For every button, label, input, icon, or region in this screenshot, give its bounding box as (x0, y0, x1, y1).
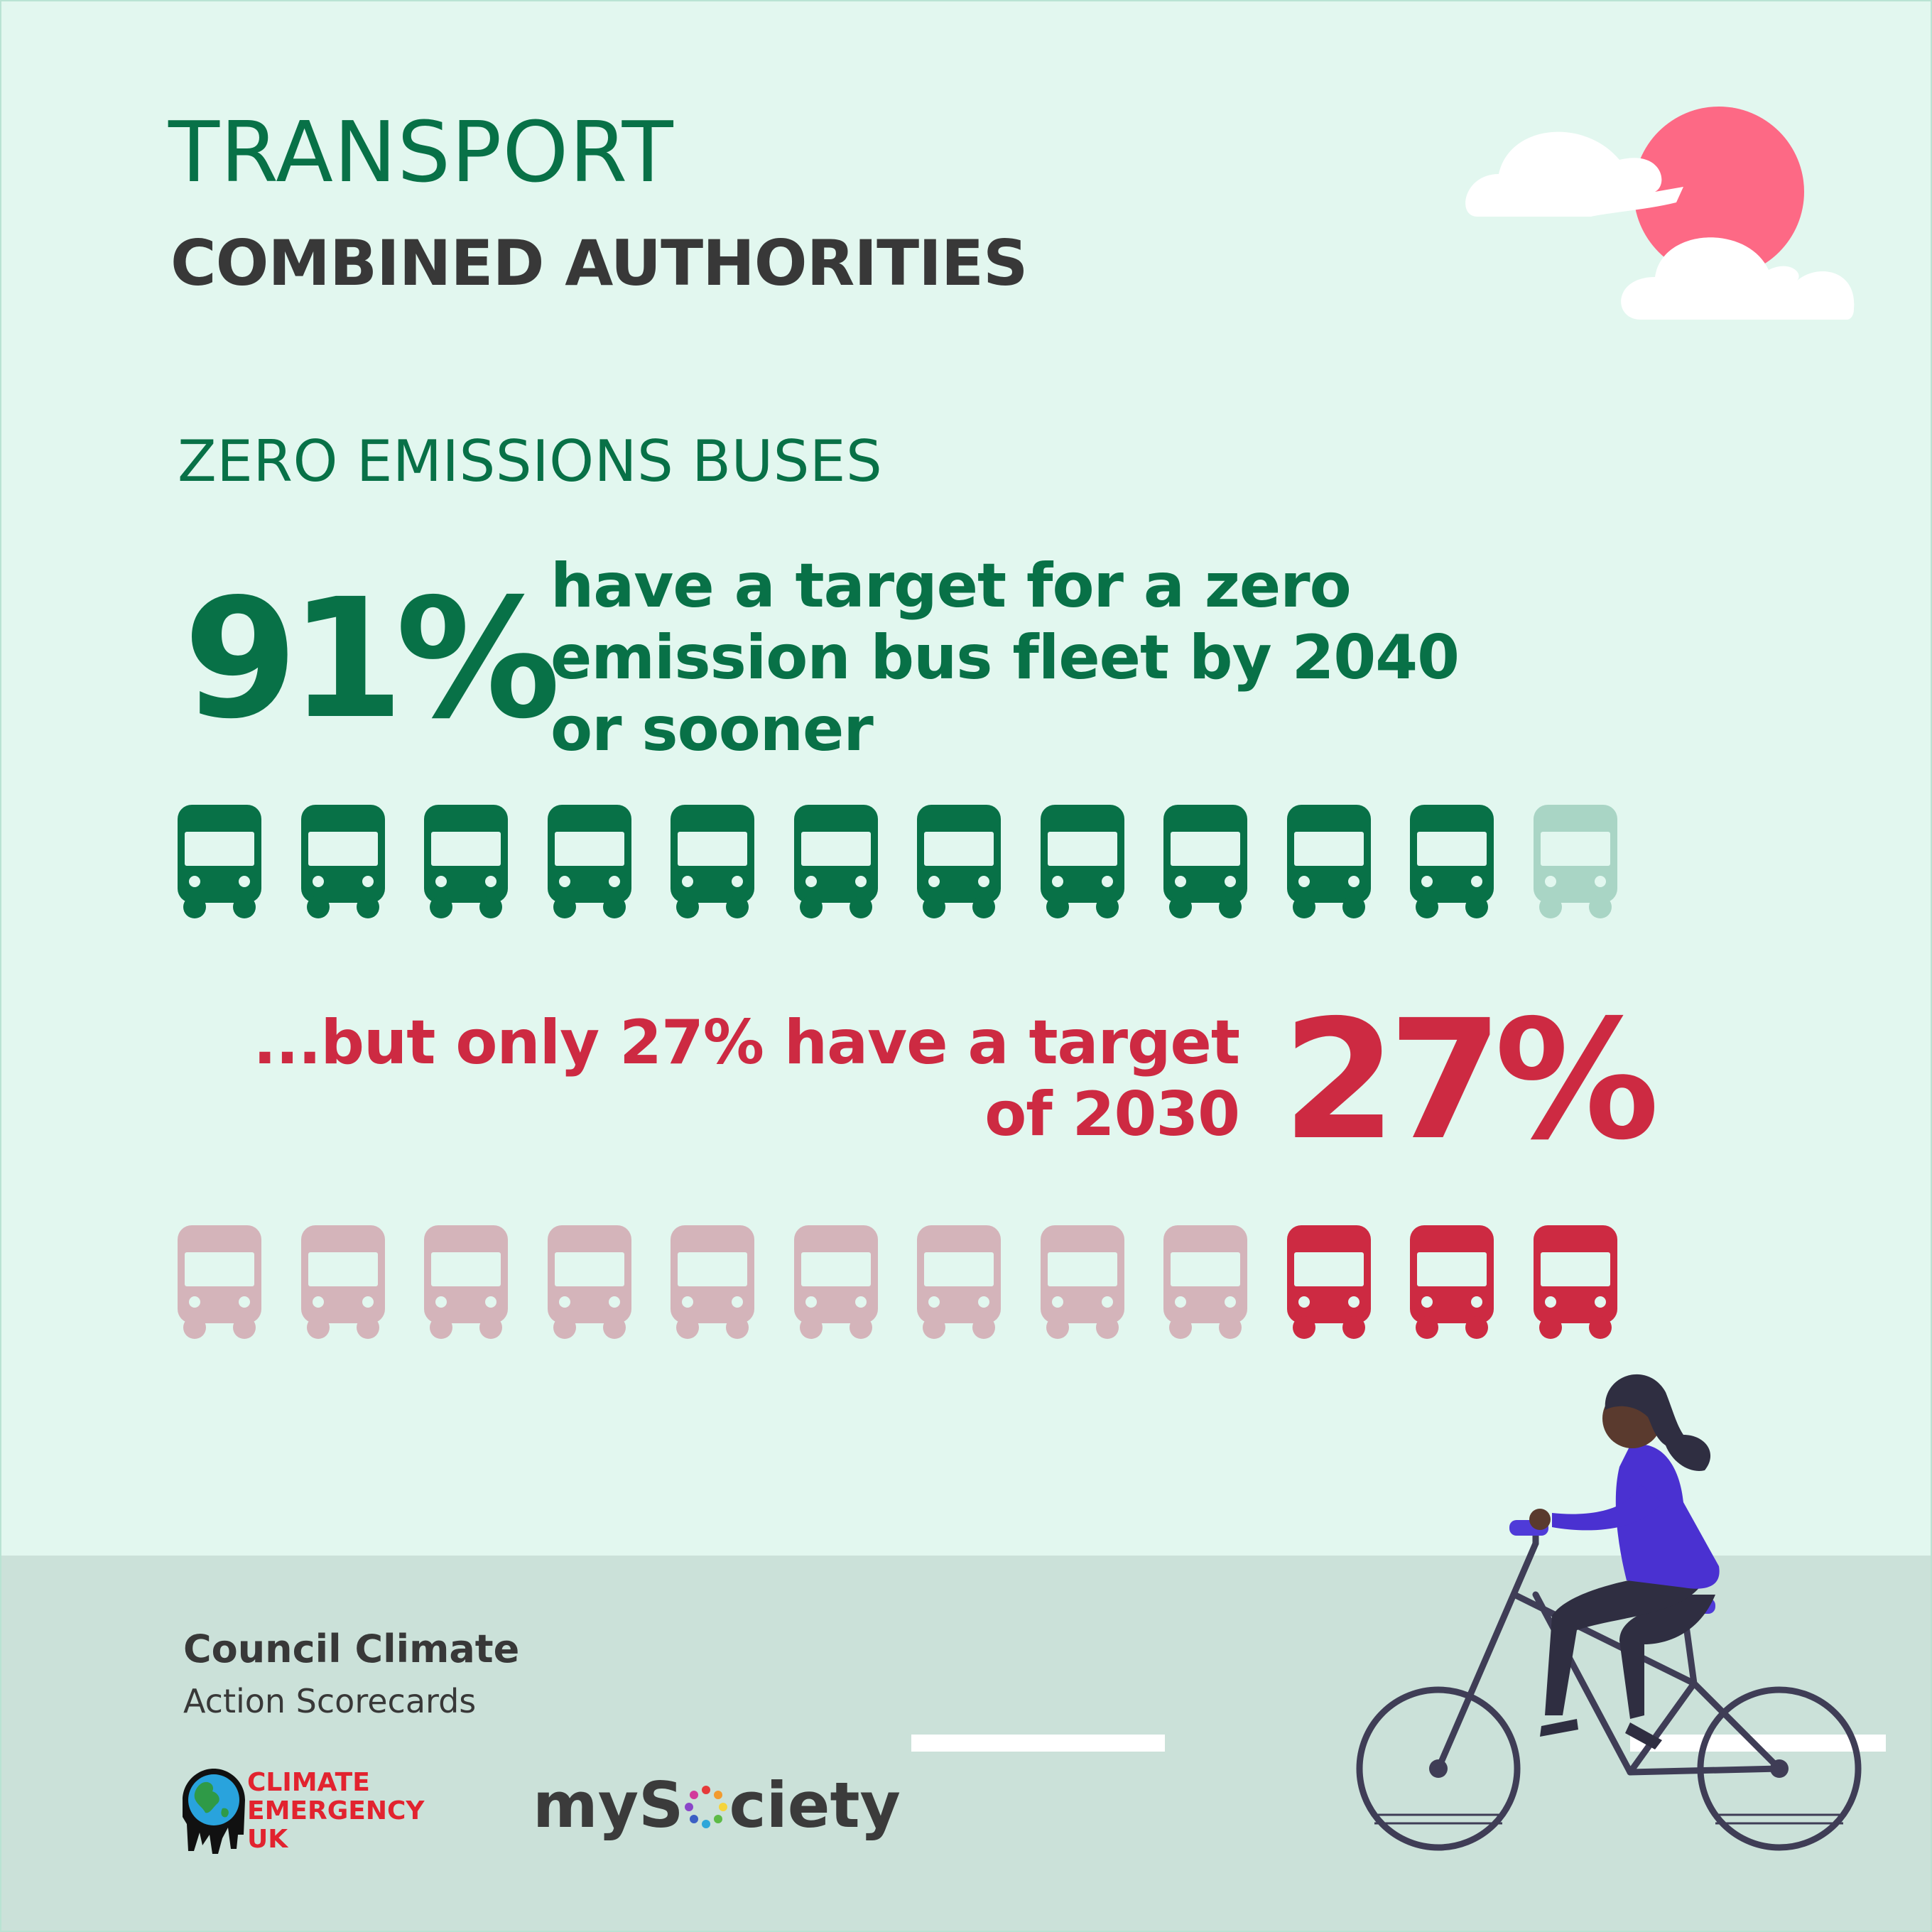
stat-description-line: ...but only 27% have a target (253, 1007, 1240, 1078)
bus-icon (548, 805, 631, 918)
bus-icon (1410, 1225, 1494, 1339)
bus-icon (301, 1225, 385, 1339)
cloud-icon (1465, 131, 1683, 217)
stat-description-2030: ...but only 27% have a target of 2030 (142, 1007, 1240, 1151)
page-subtitle: COMBINED AUTHORITIES (170, 227, 1028, 300)
bus-icon (794, 1225, 878, 1339)
bus-icon (424, 1225, 508, 1339)
bus-icon (1287, 805, 1371, 918)
section-title: ZERO EMISSIONS BUSES (178, 428, 883, 494)
stat-description-2040: have a target for a zero emission bus fl… (550, 550, 1616, 766)
cloud-icon (1621, 237, 1855, 320)
bus-icon (1534, 805, 1617, 918)
bus-icon (424, 805, 508, 918)
logo-text: ciety (729, 1769, 901, 1842)
bus-icon (671, 1225, 754, 1339)
bus-icon (1163, 805, 1247, 918)
road-marking (911, 1735, 1165, 1752)
bus-icon (1163, 1225, 1247, 1339)
sun-icon (1634, 107, 1804, 277)
dots-ring-icon (685, 1786, 728, 1828)
stat-percentage-2030: 27% (1282, 984, 1659, 1176)
bus-icon (178, 805, 261, 918)
bus-icon (671, 805, 754, 918)
climate-emergency-uk-logo: CLIMATE EMERGENCY UK (247, 1769, 425, 1854)
sun-and-clouds-illustration (1465, 107, 1855, 320)
stat-percentage-2040: 91% (183, 563, 560, 755)
bus-icon (1534, 1225, 1617, 1339)
cyclist-illustration (1356, 1374, 1862, 1851)
bus-icon (1287, 1225, 1371, 1339)
bus-icon (1041, 1225, 1124, 1339)
bus-icon (917, 805, 1001, 918)
earth-icon (183, 1769, 245, 1854)
logo-text-line: EMERGENCY (247, 1796, 425, 1825)
bus-icon-row-2040 (178, 805, 1627, 926)
stat-description-line: of 2030 (984, 1079, 1240, 1150)
bus-icon (1041, 805, 1124, 918)
mysociety-logo: myS ciety (533, 1774, 901, 1837)
logo-text: myS (533, 1769, 684, 1842)
bus-icon (794, 805, 878, 918)
stat-description-line: have a target for a zero (550, 550, 1352, 622)
scorecards-brand-subtitle: Action Scorecards (183, 1682, 477, 1720)
logo-text-line: CLIMATE (247, 1768, 370, 1797)
bus-icon (917, 1225, 1001, 1339)
logo-text-line: UK (247, 1825, 288, 1854)
stat-description-line: emission bus fleet by 2040 (550, 622, 1460, 693)
scorecards-brand-title: Council Climate (183, 1627, 520, 1671)
bus-icon (178, 1225, 261, 1339)
page-title: TRANSPORT (168, 103, 674, 201)
bus-icon (301, 805, 385, 918)
bus-icon (548, 1225, 631, 1339)
bus-icon-row-2030 (178, 1225, 1627, 1346)
stat-description-line: or sooner (550, 694, 874, 765)
bus-icon (1410, 805, 1494, 918)
